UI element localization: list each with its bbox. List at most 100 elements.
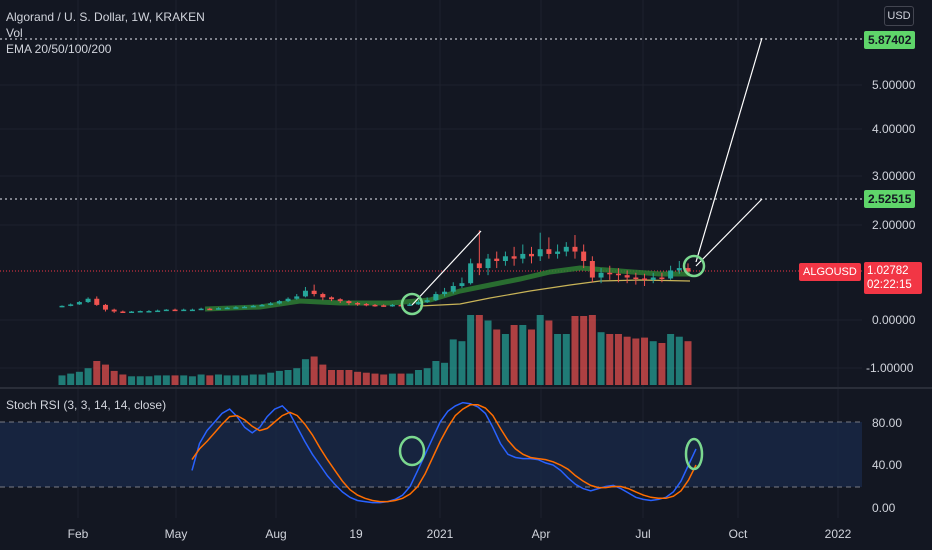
volume-bar [545, 320, 553, 385]
projection-line-high[interactable] [695, 37, 763, 263]
volume-bar [110, 370, 118, 385]
rsi-y-tick: 80.00 [872, 416, 902, 430]
candle-body [242, 306, 248, 309]
rsi-axis[interactable]: 80.00 40.00 0.00 [872, 416, 902, 515]
volume-bar [58, 375, 66, 385]
trend-line-1[interactable] [411, 230, 482, 306]
volume-bar [75, 371, 83, 385]
candle-body [233, 307, 239, 309]
projection-line-low[interactable] [695, 198, 763, 267]
volume-bar [501, 334, 509, 385]
volume-bar [649, 341, 657, 385]
candle-body [537, 249, 543, 257]
volume-bar [197, 374, 205, 385]
rsi-highlight-circle-1 [398, 435, 426, 467]
volume-bar [284, 370, 292, 385]
time-axis[interactable]: Feb May Aug 19 2021 Apr Jul Oct 2022 [68, 527, 852, 541]
volume-bar [336, 370, 344, 385]
chart-title[interactable]: Algorand / U. S. Dollar, 1W, KRAKEN [6, 10, 205, 24]
candle-body [198, 308, 204, 311]
volume-bar [606, 334, 614, 385]
candle-body [102, 304, 108, 310]
candle-body [502, 256, 508, 261]
vol-legend[interactable]: Vol [6, 26, 23, 40]
candle-body [485, 258, 491, 269]
x-tick: Apr [532, 527, 551, 541]
candle-body [546, 249, 552, 254]
candle-body [120, 311, 126, 314]
volume-bar [345, 370, 353, 385]
x-tick: Oct [729, 527, 748, 541]
x-tick: 2021 [427, 527, 454, 541]
volume-bar [580, 316, 588, 385]
volume-bar [467, 315, 475, 385]
volume-bar [449, 339, 457, 385]
candle-body [459, 283, 465, 287]
volume-bar [388, 373, 396, 385]
candle-body [668, 270, 674, 279]
volume-bar [493, 329, 501, 385]
x-tick: May [165, 527, 188, 541]
volume-bar [432, 361, 440, 385]
volume-bar [554, 334, 562, 385]
volume-bar [241, 375, 249, 385]
candle-body [111, 309, 117, 312]
volume-bar [215, 374, 222, 385]
volume-bar [406, 373, 414, 385]
price-grid [0, 84, 862, 369]
highlight-circle-2 [682, 254, 706, 278]
candle-body [450, 286, 456, 292]
volume-bar [562, 334, 570, 385]
y-tick: 3.00000 [872, 169, 916, 183]
candle-body [424, 300, 430, 303]
candle-body [355, 303, 361, 305]
x-tick: Jul [635, 527, 650, 541]
symbol-tag: ALGOUSD [799, 263, 861, 281]
volume-bar [136, 376, 144, 385]
volume-bar [249, 374, 257, 385]
candle-body [633, 277, 639, 280]
volume-bar [206, 375, 214, 385]
countdown-timer: 02:22:15 [867, 279, 912, 291]
volume-bar [536, 315, 544, 385]
candle-body [172, 309, 178, 312]
rsi-legend[interactable]: Stoch RSI (3, 3, 14, 14, close) [6, 397, 166, 413]
candle-body [389, 304, 395, 307]
volume-bar [293, 368, 301, 385]
volume-bar [162, 375, 170, 385]
candle-body [642, 278, 648, 280]
volume-bar [684, 341, 692, 385]
candle-body [76, 302, 82, 305]
candle-body [155, 310, 161, 313]
volume-bar [641, 337, 649, 385]
candles [59, 230, 691, 314]
volume-bar [519, 325, 527, 385]
last-price-tag: 1.02782 02:22:15 [864, 262, 922, 294]
ema-legend[interactable]: EMA 20/50/100/200 [6, 42, 112, 56]
volume-bar [380, 374, 388, 385]
candle-body [433, 294, 439, 301]
volume-bar [362, 372, 370, 385]
price-axis[interactable]: 5.00000 4.00000 3.00000 2.00000 0.00000 … [866, 78, 916, 375]
last-price-value: 1.02782 [867, 265, 909, 277]
candle-body [407, 304, 413, 306]
currency-button[interactable]: USD [884, 6, 914, 26]
rsi-y-tick: 0.00 [872, 501, 896, 515]
volume-bar [128, 376, 136, 385]
volume-bar [623, 336, 631, 385]
y-tick: 5.00000 [872, 78, 916, 92]
candle-body [659, 277, 665, 280]
candle-body [511, 256, 517, 259]
candle-body [676, 268, 682, 271]
rsi-legend-text: Stoch RSI (3, 3, 14, 14, close) [6, 398, 167, 412]
volume-bar [588, 315, 596, 385]
volume-bar [258, 374, 266, 385]
candle-body [137, 311, 143, 313]
candle-body [572, 246, 578, 252]
candle-body [337, 299, 343, 302]
volume-bar [93, 361, 101, 385]
stoch-rsi-band [0, 422, 862, 487]
volume-bar [510, 325, 518, 385]
ema-slow-line [419, 279, 691, 307]
